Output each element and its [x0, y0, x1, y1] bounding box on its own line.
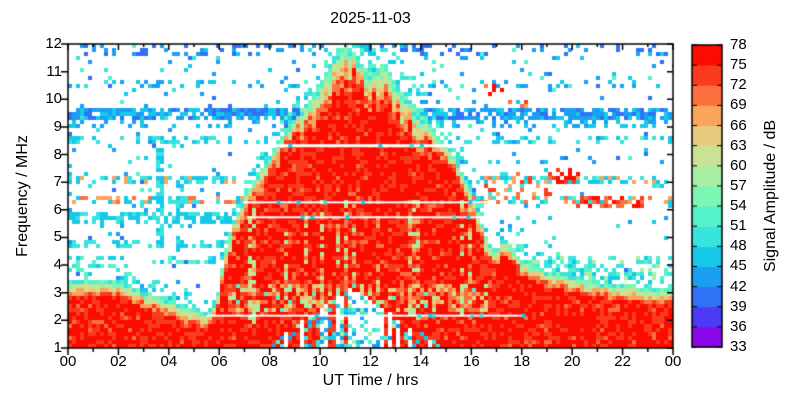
y-tick-label: 6 — [53, 200, 62, 218]
chart-title: 2025-11-03 — [330, 10, 411, 27]
y-tick-label: 5 — [53, 228, 62, 246]
colorbar-tick-label: 75 — [730, 56, 747, 74]
y-axis-label: Frequency / MHz — [14, 135, 31, 257]
colorbar-label: Signal Amplitude / dB — [762, 119, 779, 273]
colorbar-tick-label: 54 — [730, 197, 747, 215]
y-tick-label: 1 — [53, 339, 62, 356]
y-tick-label: 9 — [53, 117, 62, 135]
colorbar-tick-label: 57 — [730, 176, 747, 194]
colorbar-tick-label: 48 — [730, 237, 747, 255]
x-axis-label: UT Time / hrs — [322, 372, 419, 389]
colorbar-tick-label: 45 — [730, 257, 747, 275]
colorbar-tick-label: 51 — [730, 217, 747, 235]
colorbar-tick-label: 63 — [730, 136, 747, 154]
colorbar-tick-label: 33 — [730, 338, 747, 355]
x-tick-label: 12 — [362, 353, 379, 370]
y-tick-label: 12 — [45, 35, 62, 52]
x-tick-label: 02 — [110, 353, 127, 370]
y-tick-label: 4 — [53, 256, 62, 274]
x-tick-label: 16 — [462, 353, 480, 370]
colorbar-tick-label: 69 — [730, 96, 747, 114]
colorbar-tick-label: 72 — [730, 76, 747, 94]
y-tick-label: 3 — [53, 283, 62, 301]
colorbar-tick-label: 66 — [730, 116, 747, 134]
y-tick-label: 7 — [53, 173, 62, 191]
colorbar-tick-label: 78 — [730, 36, 747, 53]
x-tick-label: 20 — [563, 353, 581, 370]
colorbar-tick-label: 60 — [730, 156, 747, 174]
colorbar-tick-label: 39 — [730, 297, 747, 315]
x-tick-label: 04 — [160, 353, 178, 370]
colorbar-tick-label: 36 — [730, 317, 747, 335]
colorbar-tick-label: 42 — [730, 277, 747, 295]
x-tick-label: 18 — [513, 353, 531, 370]
x-tick-label: 00 — [664, 353, 682, 370]
x-tick-label: 00 — [59, 353, 77, 370]
x-tick-label: 14 — [412, 353, 430, 370]
x-tick-label: 10 — [311, 353, 329, 370]
y-tick-label: 2 — [53, 311, 62, 329]
x-tick-label: 06 — [210, 353, 228, 370]
y-tick-label: 11 — [46, 62, 62, 80]
x-tick-label: 22 — [614, 353, 631, 370]
y-tick-label: 8 — [53, 145, 62, 163]
x-tick-label: 08 — [261, 353, 278, 370]
y-tick-label: 10 — [45, 90, 62, 108]
